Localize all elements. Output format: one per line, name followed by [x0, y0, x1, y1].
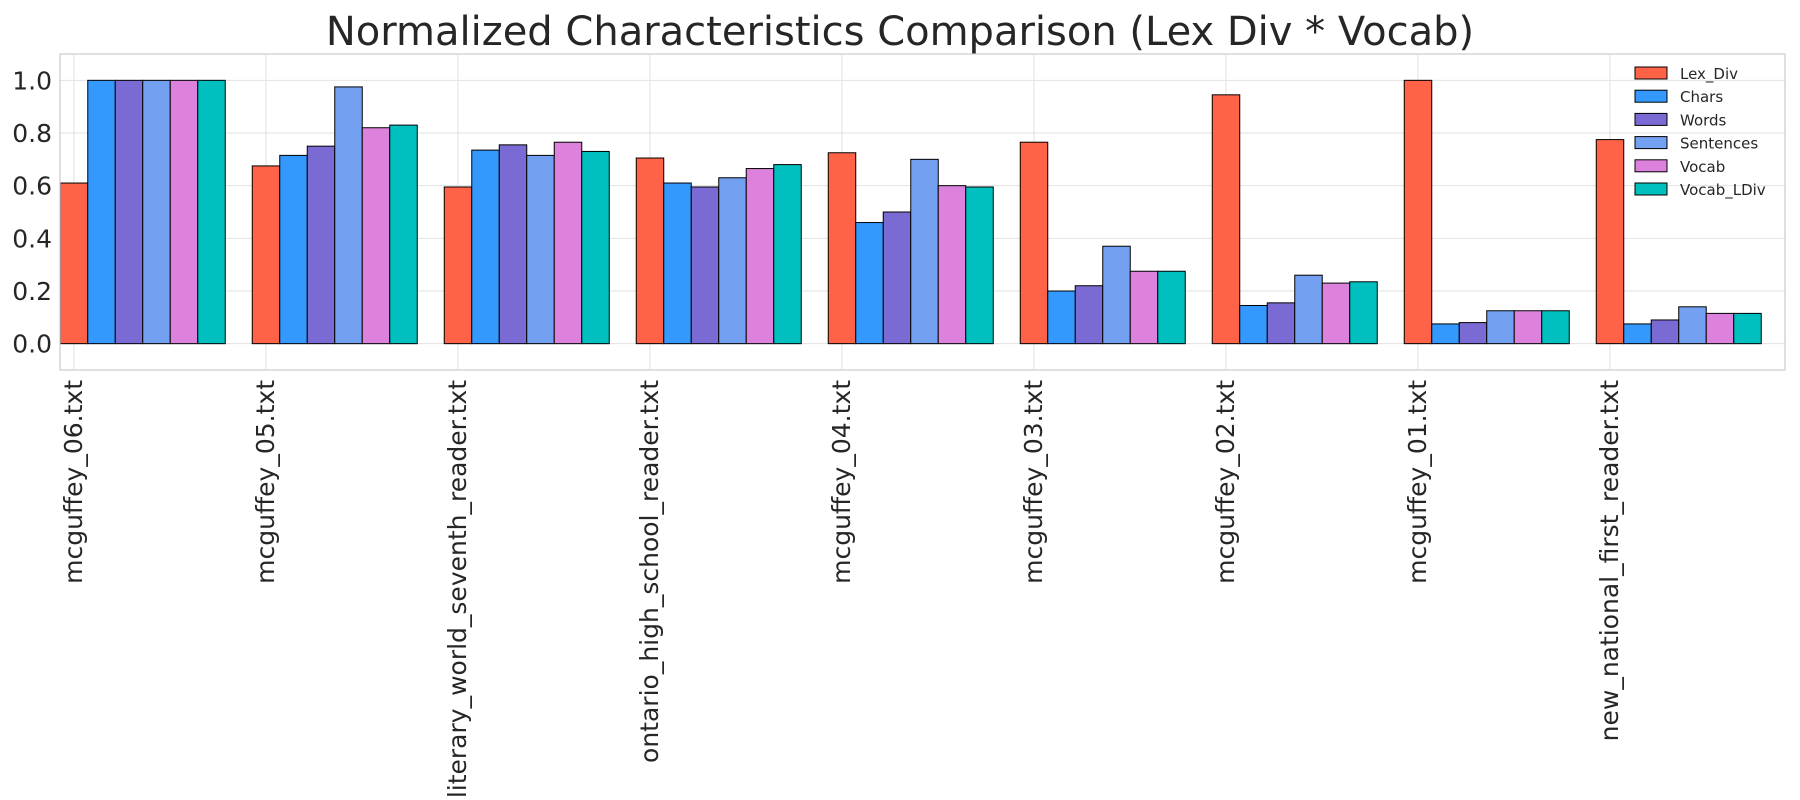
y-tick-label: 0.8 [12, 119, 52, 148]
bar-vocab [361, 127, 391, 345]
y-axis-ticks: 0.0 0.2 0.4 0.6 0.8 1.0 [12, 66, 52, 358]
legend-swatch [1634, 159, 1668, 173]
x-tick-label: mcguffey_06.txt [59, 380, 88, 584]
bar-sentences [1486, 310, 1515, 345]
legend: Lex_Div Chars Words Sentences Vocab Vocab_LDi… [1634, 65, 1766, 200]
x-tick-label: new_national_first_reader.txt [1595, 380, 1624, 742]
y-tick-label: 0.0 [12, 330, 52, 359]
bar-vocab-ldiv [197, 79, 226, 345]
bar-sentences [526, 154, 555, 345]
x-axis-ticks: mcguffey_06.txt mcguffey_05.txt literary_w… [59, 380, 1624, 798]
bar-vocab [745, 168, 775, 345]
bars [59, 79, 1762, 345]
bar-chars [1239, 304, 1268, 345]
bar-vocab-ldiv [1349, 281, 1378, 345]
bar-vocab-ldiv [965, 186, 994, 345]
bar-sentences [910, 158, 939, 345]
plot-border [59, 53, 1786, 371]
y-tick-label: 1.0 [12, 66, 52, 95]
bar-lex-div [1595, 139, 1625, 345]
bar-vocab-ldiv [581, 150, 610, 345]
legend-swatch [1634, 66, 1668, 80]
bar-lex-div [1211, 94, 1241, 345]
bar-vocab [553, 141, 583, 345]
bar-vocab-ldiv [773, 164, 802, 345]
bar-sentences [142, 79, 171, 345]
bar-lex-div [251, 165, 281, 345]
bar-chars [1047, 290, 1076, 345]
bar-words [498, 144, 528, 345]
legend-swatch [1634, 182, 1668, 196]
bar-sentences [1102, 245, 1131, 345]
x-tick-label: mcguffey_02.txt [1211, 380, 1240, 584]
legend-label: Words [1680, 111, 1727, 129]
bar-lex-div [1019, 141, 1049, 345]
bar-words [1458, 322, 1488, 345]
bar-vocab [937, 185, 967, 345]
bar-chars [471, 149, 500, 345]
x-tick-label: mcguffey_05.txt [251, 380, 280, 584]
bar-chars [1431, 323, 1460, 345]
legend-swatch [1634, 112, 1668, 126]
bar-words [114, 79, 144, 345]
x-tick-label: literary_world_seventh_reader.txt [443, 380, 472, 798]
bar-vocab-ldiv [1157, 270, 1186, 345]
bar-sentences [1678, 306, 1707, 345]
bar-chars [855, 222, 884, 345]
bar-sentences [718, 177, 747, 345]
x-tick-label: ontario_high_school_reader.txt [635, 380, 664, 763]
bar-sentences [1294, 274, 1323, 345]
legend-label: Lex_Div [1680, 65, 1738, 84]
bar-chars [279, 154, 308, 345]
x-tick-label: mcguffey_04.txt [827, 380, 856, 584]
bar-vocab [1705, 312, 1735, 345]
legend-label: Vocab_LDiv [1680, 181, 1766, 200]
y-tick-label: 0.4 [12, 224, 52, 253]
x-tick-label: mcguffey_01.txt [1403, 380, 1432, 584]
bar-words [690, 186, 720, 345]
bar-chars [1623, 323, 1652, 345]
bar-words [882, 211, 912, 345]
bar-vocab [169, 79, 199, 345]
bar-vocab-ldiv [1733, 312, 1762, 345]
bar-lex-div [443, 186, 473, 345]
legend-swatch [1634, 136, 1668, 150]
bar-sentences [334, 86, 363, 345]
legend-swatch [1634, 89, 1668, 103]
bar-lex-div [59, 182, 89, 345]
bar-vocab-ldiv [389, 124, 418, 345]
bar-chars [87, 79, 116, 345]
bar-vocab [1513, 310, 1543, 345]
bar-lex-div [827, 152, 857, 345]
bar-vocab [1321, 282, 1351, 345]
bar-chars [663, 182, 692, 345]
chart-title: Normalized Characteristics Comparison (L… [326, 9, 1474, 55]
legend-label: Vocab [1680, 158, 1725, 176]
bar-vocab-ldiv [1541, 310, 1570, 345]
bar-words [1074, 285, 1104, 345]
bar-lex-div [1403, 79, 1433, 345]
legend-label: Chars [1680, 88, 1723, 106]
x-tick-label: mcguffey_03.txt [1019, 380, 1048, 584]
bar-lex-div [635, 157, 665, 345]
bar-words [1650, 319, 1680, 345]
bar-vocab [1129, 270, 1159, 345]
y-tick-label: 0.2 [12, 277, 52, 306]
y-tick-label: 0.6 [12, 172, 52, 201]
legend-label: Sentences [1680, 135, 1758, 153]
bar-words [1266, 302, 1296, 345]
bar-words [306, 145, 336, 345]
